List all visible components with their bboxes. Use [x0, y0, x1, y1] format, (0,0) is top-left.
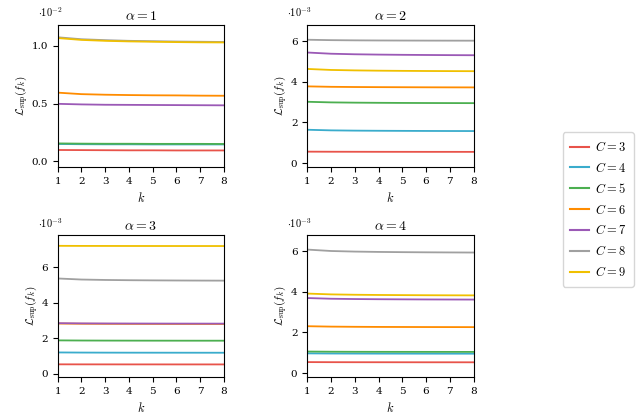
- Legend: $C = 3$, $C = 4$, $C = 5$, $C = 6$, $C = 7$, $C = 8$, $C = 9$: $C = 3$, $C = 4$, $C = 5$, $C = 6$, $C =…: [563, 132, 634, 287]
- X-axis label: $k$: $k$: [387, 401, 394, 415]
- Title: $\alpha = 2$: $\alpha = 2$: [374, 8, 407, 23]
- Title: $\alpha = 4$: $\alpha = 4$: [374, 219, 407, 233]
- Y-axis label: $\mathcal{L}_{\sup}(f_k)$: $\mathcal{L}_{\sup}(f_k)$: [273, 76, 289, 116]
- Text: $\cdot 10^{-3}$: $\cdot 10^{-3}$: [287, 6, 312, 19]
- Title: $\alpha = 3$: $\alpha = 3$: [124, 219, 157, 233]
- X-axis label: $k$: $k$: [387, 191, 394, 205]
- X-axis label: $k$: $k$: [137, 191, 145, 205]
- Text: $\cdot 10^{-2}$: $\cdot 10^{-2}$: [38, 6, 62, 19]
- Y-axis label: $\mathcal{L}_{\sup}(f_k)$: $\mathcal{L}_{\sup}(f_k)$: [273, 286, 289, 326]
- Y-axis label: $\mathcal{L}_{\sup}(f_k)$: $\mathcal{L}_{\sup}(f_k)$: [23, 286, 40, 326]
- Y-axis label: $\mathcal{L}_{\sup}(f_k)$: $\mathcal{L}_{\sup}(f_k)$: [13, 76, 30, 116]
- Text: $\cdot 10^{-3}$: $\cdot 10^{-3}$: [38, 216, 62, 230]
- Title: $\alpha = 1$: $\alpha = 1$: [125, 8, 157, 23]
- X-axis label: $k$: $k$: [137, 401, 145, 415]
- Text: $\cdot 10^{-3}$: $\cdot 10^{-3}$: [287, 216, 312, 230]
